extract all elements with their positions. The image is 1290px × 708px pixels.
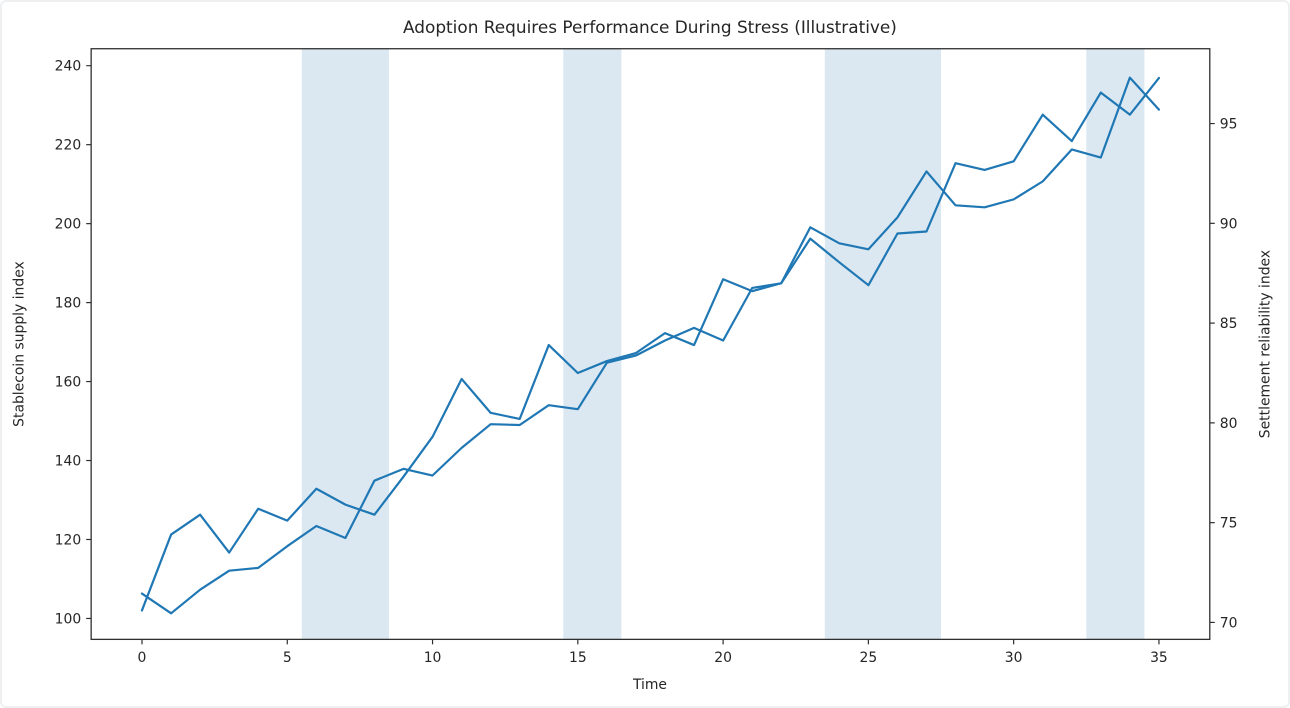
right-y-tick-label: 70: [1220, 615, 1238, 631]
left-y-axis-label: Stablecoin supply index: [12, 261, 28, 427]
left-y-tick-label: 160: [55, 375, 82, 391]
right-y-tick-label: 85: [1220, 316, 1238, 332]
reliability-line: [140, 76, 1161, 612]
supply-line: [140, 76, 1161, 615]
left-y-tick-label: 140: [55, 453, 82, 469]
x-tick-label: 10: [424, 650, 442, 666]
x-tick-label: 0: [138, 650, 147, 666]
x-tick-label: 25: [860, 650, 878, 666]
x-tick-label: 20: [714, 650, 732, 666]
right-y-axis-label: Settlement reliability index: [1257, 250, 1273, 438]
x-tick-label: 30: [1005, 650, 1023, 666]
plot-spines: [90, 48, 1211, 641]
x-tick-label: 35: [1150, 650, 1168, 666]
stress-band: [1086, 48, 1145, 640]
left-y-tick-label: 220: [55, 138, 82, 154]
right-y-tick-label: 90: [1220, 216, 1238, 232]
right-y-tick-label: 80: [1220, 416, 1238, 432]
stress-band: [301, 48, 389, 640]
left-y-tick-label: 100: [55, 611, 82, 627]
left-y-tick-label: 120: [55, 532, 82, 548]
data-lines-layer: [140, 76, 1161, 615]
x-axis-label: Time: [632, 677, 667, 693]
axes-layer: 0 5 10 15 20 25 30 35 100 120 140 160 180 200 220 240 70…: [55, 48, 1238, 666]
left-y-tick-label: 240: [55, 59, 82, 75]
stress-band: [563, 48, 622, 640]
left-y-tick-label: 180: [55, 296, 82, 312]
stress-band: [824, 48, 942, 640]
right-y-tick-label: 95: [1220, 117, 1238, 133]
right-y-tick-label: 75: [1220, 516, 1238, 532]
x-tick-label: 5: [283, 650, 292, 666]
chart-title: Adoption Requires Performance During Str…: [403, 17, 897, 37]
stress-bands-layer: [301, 48, 1145, 640]
x-tick-label: 15: [569, 650, 587, 666]
left-y-tick-label: 200: [55, 217, 82, 233]
